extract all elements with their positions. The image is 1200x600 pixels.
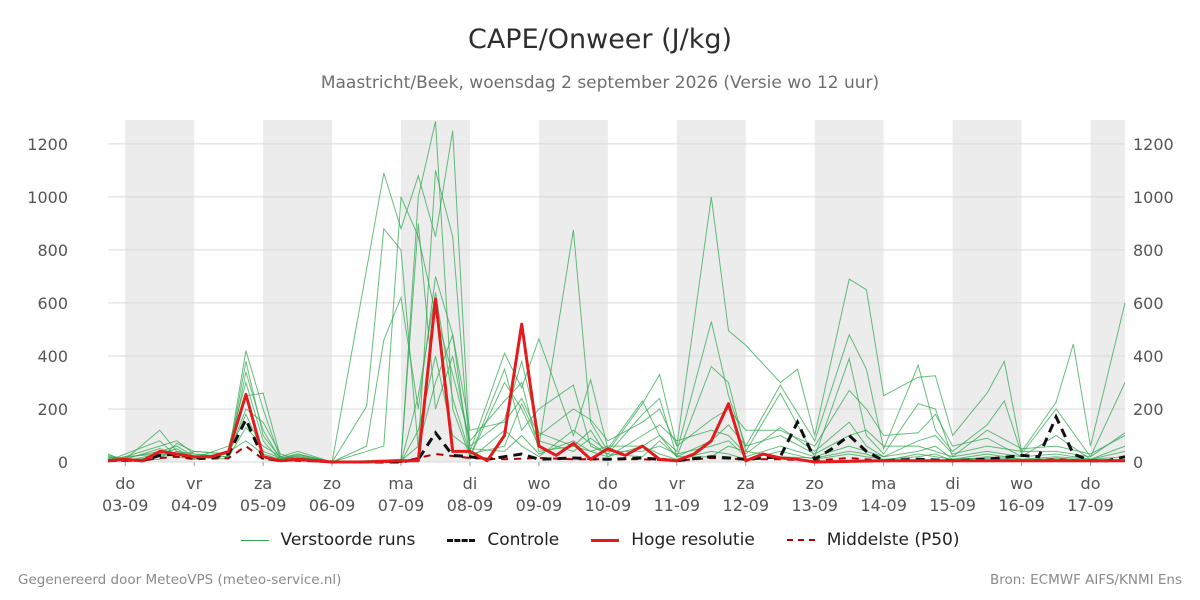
y-tick-right-200: 200: [1133, 400, 1164, 419]
ensemble-run-3: [107, 276, 1126, 463]
y-tick-right-600: 600: [1133, 294, 1164, 313]
ensemble-run-1: [107, 130, 1126, 463]
x-tick-date-08-09: 08-09: [447, 496, 494, 515]
legend-item-hres: Hoge resolutie: [591, 530, 755, 550]
chart-subtitle: Maastricht/Beek, woensdag 2 september 20…: [320, 73, 880, 93]
legend-swatch-runs: [240, 539, 269, 541]
y-tick-left-1200: 1200: [27, 135, 68, 154]
x-tick-weekday-17-09: do: [1081, 474, 1101, 493]
chart-title: CAPE/Onweer (J/kg): [467, 24, 732, 55]
x-axis: do 03-09 vr 04-09 za 05-09 zo 06-09 ma 07-09 di 08-…: [102, 462, 1114, 515]
y-tick-right-800: 800: [1133, 241, 1164, 260]
x-tick-weekday-03-09: do: [115, 474, 135, 493]
x-tick-weekday-08-09: di: [463, 474, 478, 493]
legend-label-hres: Hoge resolutie: [631, 530, 755, 550]
x-tick-weekday-12-09: za: [737, 474, 755, 493]
x-tick-date-13-09: 13-09: [791, 496, 838, 515]
series-hres: [107, 297, 1125, 464]
y-tick-right-1200: 1200: [1133, 135, 1174, 154]
y-tick-left-400: 400: [37, 347, 68, 366]
ensemble-run-0: [107, 121, 1126, 463]
x-tick-weekday-11-09: vr: [669, 474, 685, 493]
main-series: [107, 297, 1126, 464]
x-tick-weekday-13-09: zo: [806, 474, 824, 493]
y-tick-left-0: 0: [58, 453, 68, 472]
legend-label-runs: Verstoorde runs: [280, 530, 416, 550]
legend-swatch-control: [447, 538, 476, 542]
footer-source: Bron: ECMWF AIFS/KNMI Ens: [989, 572, 1182, 588]
legend-swatch-p50: [786, 539, 815, 541]
weekend-band-7: [1090, 120, 1125, 462]
x-tick-weekday-06-09: zo: [323, 474, 341, 493]
y-axis-left: 0 200 400 600 800 1000 1200: [27, 135, 68, 472]
x-tick-date-16-09: 16-09: [998, 496, 1045, 515]
x-tick-weekday-14-09: ma: [871, 474, 896, 493]
grid-lines: [108, 143, 1125, 463]
legend-item-control: Controle: [447, 530, 559, 550]
legend-label-control: Controle: [487, 530, 560, 550]
ensemble-run-7: [107, 355, 1126, 463]
ensemble-run-4: [108, 196, 1126, 463]
x-tick-date-17-09: 17-09: [1067, 496, 1114, 515]
legend: Verstoorde runs Controle Hoge resolutie …: [0, 530, 1200, 550]
x-tick-weekday-09-09: wo: [527, 474, 550, 493]
y-tick-left-200: 200: [37, 400, 68, 419]
x-tick-weekday-04-09: vr: [186, 474, 202, 493]
series-control: [107, 413, 1126, 464]
x-tick-weekday-07-09: ma: [388, 474, 413, 493]
x-tick-weekday-15-09: di: [945, 474, 960, 493]
x-tick-date-14-09: 14-09: [860, 496, 907, 515]
x-tick-date-04-09: 04-09: [171, 496, 218, 515]
y-tick-right-400: 400: [1133, 347, 1164, 366]
ensemble-run-2: [107, 170, 1126, 463]
weekend-band-0: [125, 120, 195, 462]
x-tick-weekday-10-09: do: [598, 474, 618, 493]
x-tick-date-12-09: 12-09: [723, 496, 770, 515]
x-tick-date-03-09: 03-09: [102, 496, 149, 515]
weekend-band-5: [814, 120, 884, 462]
legend-label-p50: Middelste (P50): [826, 530, 960, 550]
x-tick-date-10-09: 10-09: [585, 496, 632, 515]
x-tick-date-06-09: 06-09: [309, 496, 356, 515]
weekend-bands: [125, 120, 1125, 462]
x-tick-weekday-05-09: za: [254, 474, 272, 493]
y-tick-right-1000: 1000: [1133, 188, 1174, 207]
legend-item-runs: Verstoorde runs: [240, 530, 416, 550]
y-tick-right-0: 0: [1133, 453, 1143, 472]
x-tick-weekday-16-09: wo: [1010, 474, 1033, 493]
weekend-band-3: [538, 120, 608, 462]
x-tick-date-09-09: 09-09: [516, 496, 563, 515]
y-axis-right: 0 200 400 600 800 1000 1200: [1133, 135, 1174, 472]
x-tick-date-07-09: 07-09: [378, 496, 425, 515]
x-tick-date-15-09: 15-09: [929, 496, 976, 515]
y-tick-left-1000: 1000: [27, 188, 68, 207]
legend-item-p50: Middelste (P50): [786, 530, 960, 550]
y-tick-left-800: 800: [37, 241, 68, 260]
x-tick-date-11-09: 11-09: [654, 496, 701, 515]
weekend-band-6: [952, 120, 1022, 462]
legend-swatch-hres: [591, 538, 620, 542]
y-tick-left-600: 600: [37, 294, 68, 313]
x-tick-date-05-09: 05-09: [240, 496, 287, 515]
footer-generator: Gegenereerd door MeteoVPS (meteo-service…: [18, 572, 342, 588]
weekend-band-1: [263, 120, 333, 462]
